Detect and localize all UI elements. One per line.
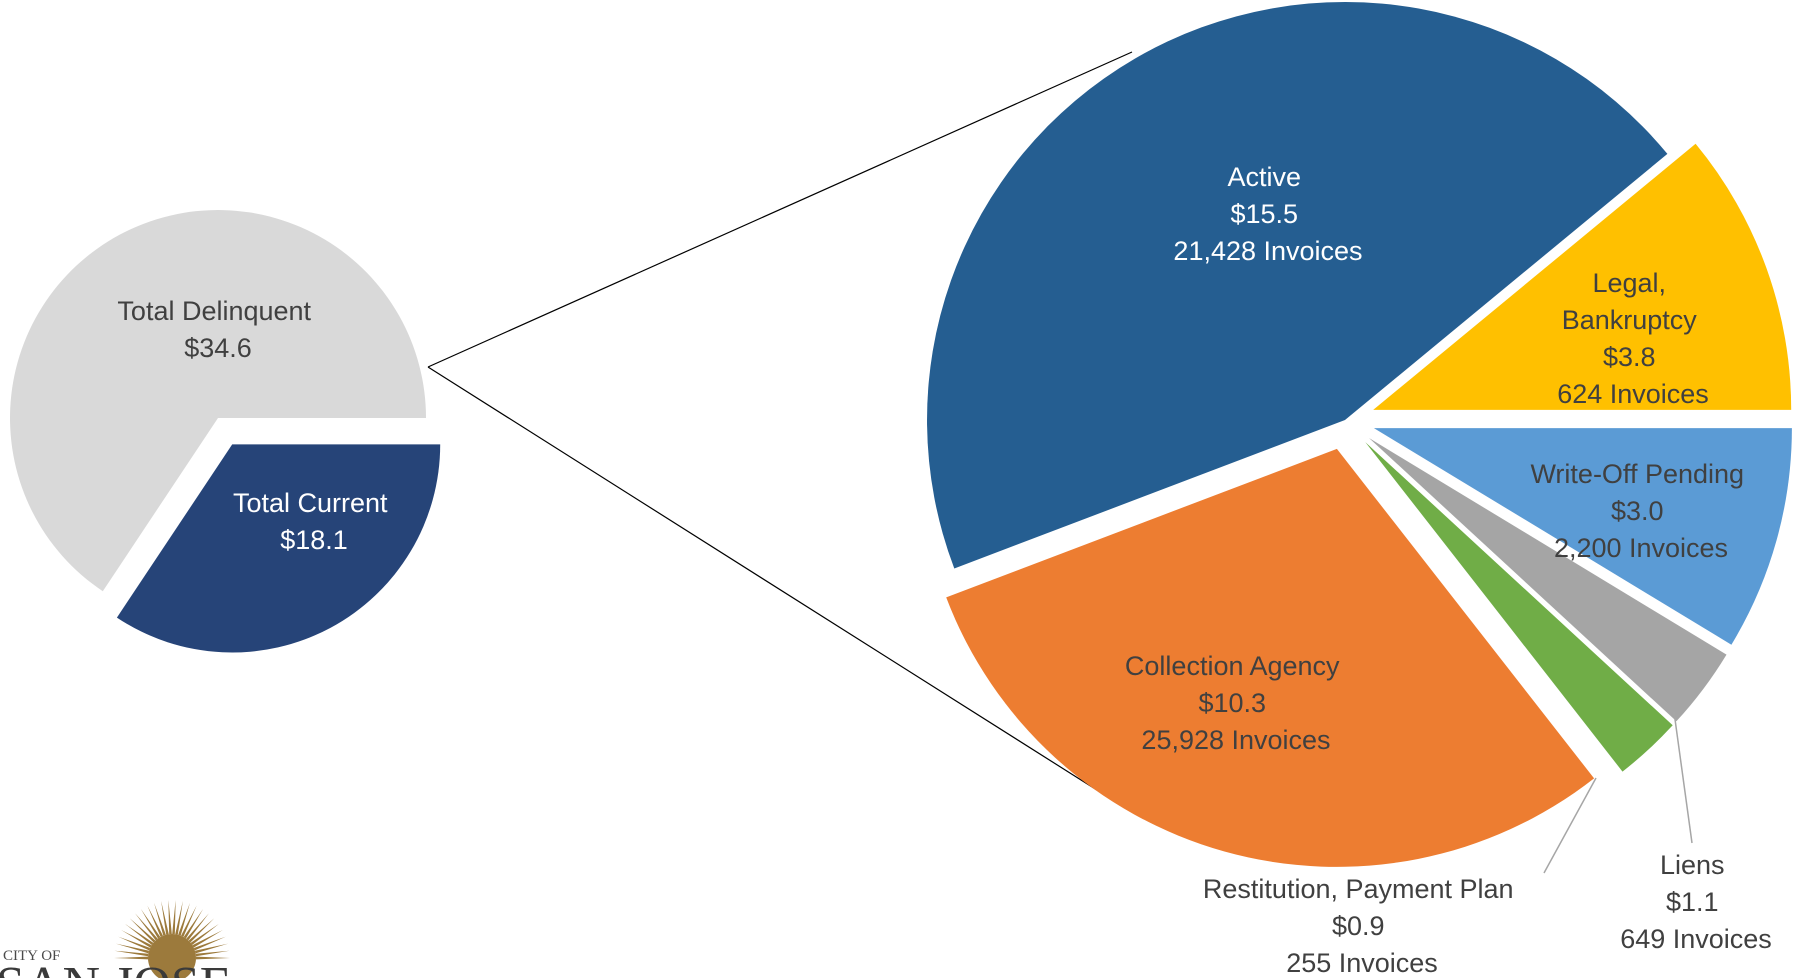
label-total-current-value: $18.1: [280, 525, 348, 555]
label-restitution-invoices: 255 Invoices: [1286, 948, 1438, 978]
label-liens: Liens $1.1 649 Invoices: [1620, 850, 1772, 954]
slice-active: [927, 1, 1668, 569]
sun-ray: [193, 936, 226, 951]
city-logo: CITY OF SAN JOSE: [0, 900, 232, 978]
slice-collection-agency: [946, 448, 1595, 867]
connector-line-top: [427, 51, 1133, 368]
sun-ray: [178, 902, 190, 936]
label-write-off-value: $3.0: [1611, 496, 1664, 526]
label-total-current: Total Current $18.1: [233, 488, 395, 555]
sun-logo-icon: [114, 900, 230, 978]
connector-line-bottom: [427, 366, 1101, 793]
leader-line-liens: [1673, 711, 1693, 844]
slice-total-current: [116, 444, 441, 653]
label-restitution-payment-plan: Restitution, Payment Plan $0.9 255 Invoi…: [1203, 874, 1521, 978]
label-active-invoices: 21,428 Invoices: [1173, 236, 1362, 266]
label-collection-name: Collection Agency: [1125, 651, 1340, 681]
sun-ray: [186, 913, 209, 941]
label-legal-line2: Bankruptcy: [1562, 305, 1698, 335]
slice-write-off-pending: [1373, 428, 1792, 645]
label-liens-invoices: 649 Invoices: [1620, 924, 1772, 954]
label-legal-bankruptcy: Legal, Bankruptcy $3.8 624 Invoices: [1557, 268, 1709, 409]
label-liens-value: $1.1: [1666, 887, 1719, 917]
label-legal-value: $3.8: [1603, 342, 1656, 372]
sun-ray: [154, 902, 166, 936]
label-total-delinquent: Total Delinquent $34.6: [117, 296, 318, 363]
sun-core: [148, 934, 196, 978]
sun-ray: [188, 918, 215, 943]
label-write-off-name: Write-Off Pending: [1530, 459, 1744, 489]
label-legal-invoices: 624 Invoices: [1557, 379, 1709, 409]
sun-ray: [181, 905, 197, 937]
label-active: Active $15.5 21,428 Invoices: [1173, 162, 1362, 266]
sun-ray: [161, 901, 169, 935]
label-total-delinquent-name: Total Delinquent: [117, 296, 311, 326]
sun-ray: [129, 918, 156, 943]
sun-ray: [121, 930, 152, 948]
sun-ray: [115, 943, 150, 954]
sun-ray: [195, 956, 230, 960]
label-active-value: $15.5: [1230, 199, 1298, 229]
label-collection-value: $10.3: [1198, 688, 1266, 718]
sun-ray: [192, 930, 223, 948]
sun-ray: [190, 923, 219, 945]
label-restitution-value: $0.9: [1332, 911, 1385, 941]
label-collection-agency: Collection Agency $10.3 25,928 Invoices: [1125, 651, 1347, 755]
sun-ray: [140, 909, 161, 939]
label-liens-name: Liens: [1660, 850, 1725, 880]
slice-liens: [1369, 438, 1727, 722]
sun-ray: [135, 913, 158, 941]
sun-ray: [172, 900, 176, 935]
label-total-delinquent-value: $34.6: [184, 333, 252, 363]
label-collection-invoices: 25,928 Invoices: [1141, 725, 1330, 755]
sun-ray: [118, 936, 151, 951]
sun-ray: [183, 909, 204, 939]
leader-line-restitution: [1543, 777, 1597, 874]
sun-ray: [168, 900, 172, 935]
sun-ray: [175, 901, 183, 935]
sun-ray: [147, 905, 163, 937]
label-total-current-name: Total Current: [233, 488, 388, 518]
sun-ray: [114, 956, 149, 960]
logo-san-jose: SAN JOSE: [0, 957, 232, 978]
sun-ray: [195, 950, 230, 957]
sun-ray: [125, 923, 154, 945]
slice-legal-bankruptcy: [1373, 143, 1792, 410]
slice-restitution-payment-plan: [1365, 442, 1673, 772]
label-write-off-invoices: 2,200 Invoices: [1554, 533, 1728, 563]
sun-ray: [194, 943, 229, 954]
slice-total-delinquent: [10, 210, 427, 592]
sun-ray: [114, 950, 149, 957]
label-restitution-name: Restitution, Payment Plan: [1203, 874, 1514, 904]
label-legal-line1: Legal,: [1592, 268, 1666, 298]
logo-city-of: CITY OF: [3, 948, 60, 964]
label-active-name: Active: [1227, 162, 1301, 192]
label-write-off-pending: Write-Off Pending $3.0 2,200 Invoices: [1530, 459, 1751, 563]
